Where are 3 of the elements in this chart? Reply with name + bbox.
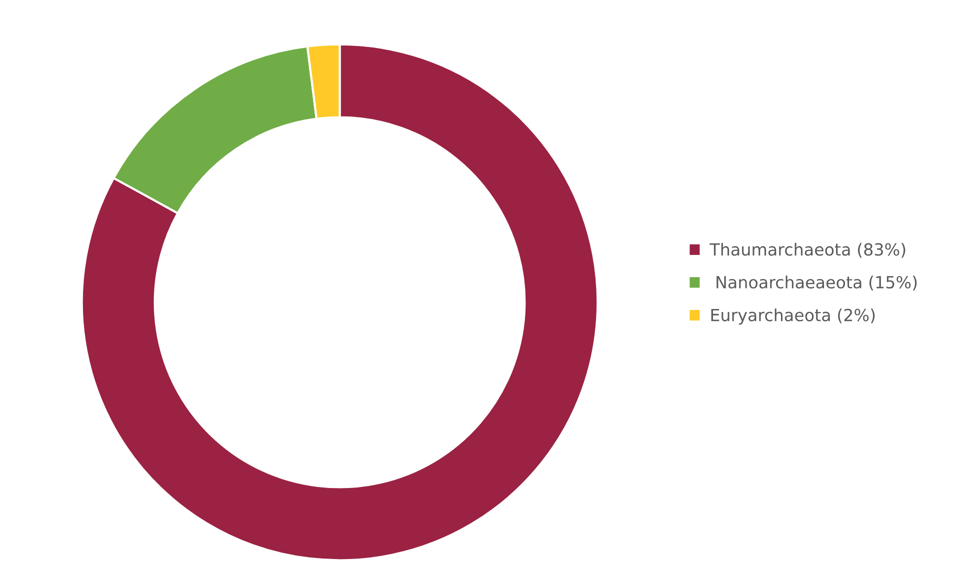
legend-label: Euryarchaeota (2%) bbox=[711, 308, 875, 325]
legend-label: Thaumarchaeota (83%) bbox=[710, 242, 906, 258]
legend-label: Nanoarchaeaeota (15%) bbox=[716, 276, 917, 291]
